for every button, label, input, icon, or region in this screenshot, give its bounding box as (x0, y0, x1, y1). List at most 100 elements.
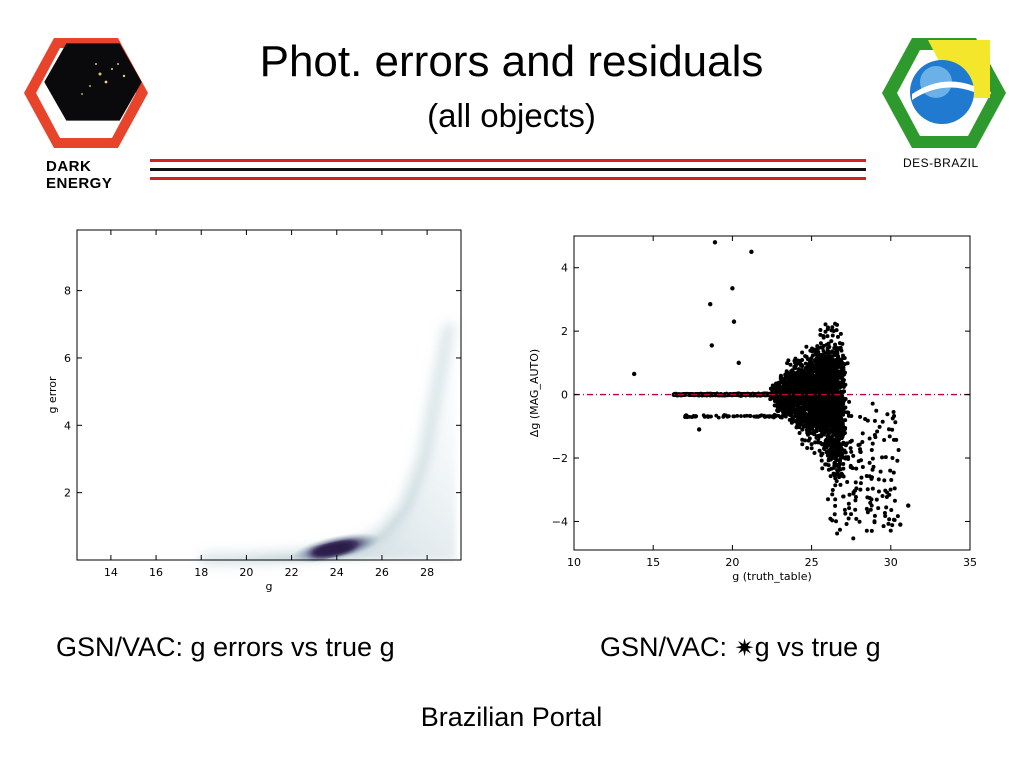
scatter-point (835, 322, 840, 327)
des-hexagon-logo (24, 38, 148, 148)
scatter-point (816, 350, 821, 355)
scatter-point (810, 386, 815, 391)
scatter-point (793, 388, 798, 393)
scatter-point (835, 421, 840, 426)
scatter-point (835, 462, 840, 467)
scatter-point (874, 497, 879, 502)
scatter-point (829, 363, 834, 368)
scatter-outlier (631, 371, 637, 377)
scatter-point (815, 367, 820, 372)
caption-left: GSN/VAC: g errors vs true g (56, 632, 395, 662)
scatter-point (840, 426, 845, 431)
scatter-point (786, 411, 791, 416)
scatter-point (832, 408, 837, 413)
scatter-point (834, 519, 839, 524)
scatter-point (880, 419, 885, 424)
scatter-point (809, 442, 814, 447)
scatter-point (727, 392, 733, 397)
scatter-point (877, 424, 882, 429)
scatter-point (808, 413, 813, 418)
scatter-point (777, 408, 782, 413)
scatter-point (854, 466, 859, 471)
x-tick-label: 20 (239, 566, 253, 579)
scatter-point (843, 418, 848, 423)
scatter-point (835, 470, 840, 475)
scatter-point (888, 468, 893, 473)
scatter-point (867, 474, 872, 479)
scatter-point (797, 430, 802, 435)
x-axis-label: g (266, 580, 273, 593)
scatter-point (851, 536, 856, 541)
scatter-point (837, 458, 842, 463)
scatter-point (846, 516, 851, 521)
scatter-point (868, 507, 873, 512)
scatter-point (814, 356, 819, 361)
scatter-point (863, 417, 868, 422)
scatter-point (864, 528, 869, 533)
scatter-point (806, 388, 811, 393)
x-tick-label: 25 (805, 556, 819, 569)
scatter-point (840, 377, 845, 382)
scatter-point (834, 366, 839, 371)
scatter-point (840, 403, 845, 408)
y-axis-label: Δg (MAG_AUTO) (528, 349, 541, 437)
scatter-point (684, 392, 689, 397)
scatter-point (808, 398, 813, 403)
des-logo-text: DARK ENERGY SURVEY (46, 158, 113, 188)
y-tick-label: −2 (552, 452, 568, 465)
scatter-point (821, 333, 826, 338)
scatter-point (809, 421, 814, 426)
scatter-point (787, 400, 792, 405)
scatter-point (859, 458, 864, 463)
footer-text: Brazilian Portal (420, 702, 603, 732)
scatter-point (809, 349, 814, 354)
scatter-point (847, 399, 852, 404)
scatter-point (832, 389, 837, 394)
scatter-point (735, 414, 740, 418)
scatter-point (881, 524, 886, 529)
scatter-point (802, 423, 807, 428)
scatter-point (824, 378, 829, 383)
scatter-point (803, 398, 808, 403)
scatter-point (796, 412, 801, 417)
scatter-point (773, 381, 778, 386)
scatter-point (820, 451, 825, 456)
scatter-point (843, 405, 848, 410)
scatter-point (776, 387, 781, 392)
scatter-point (891, 410, 896, 415)
y-tick-label: 4 (561, 262, 568, 275)
scatter-point (834, 394, 839, 399)
scatter-point (841, 356, 846, 361)
scatter-point (878, 469, 883, 474)
y-tick-label: 8 (64, 285, 71, 298)
scatter-point (793, 366, 798, 371)
scatter-point (791, 381, 796, 386)
scatter-point (856, 443, 861, 448)
scatter-point (785, 407, 790, 412)
scatter-point (824, 383, 829, 388)
scatter-point (844, 521, 849, 526)
x-tick-label: 22 (285, 566, 299, 579)
scatter-point (825, 334, 830, 339)
scatter-point (839, 442, 844, 447)
scatter-point (790, 409, 795, 414)
scatter-point (817, 353, 822, 358)
scatter-point (860, 465, 865, 470)
scatter-point (876, 489, 881, 494)
scatter-point (796, 378, 801, 383)
scatter-point (834, 479, 839, 484)
x-tick-label: 24 (330, 566, 344, 579)
scatter-point (837, 413, 842, 418)
y-axis-label: g error (46, 376, 59, 414)
scatter-point (891, 437, 896, 442)
scatter-point (790, 405, 795, 410)
scatter-point (837, 430, 842, 435)
right-plot-frame (573, 235, 971, 551)
scatter-point (800, 376, 805, 381)
scatter-point (804, 344, 809, 349)
scatter-point (876, 477, 881, 482)
x-tick-label: 28 (420, 566, 434, 579)
scatter-point (731, 414, 736, 419)
scatter-outlier (708, 301, 713, 307)
scatter-point (827, 345, 832, 350)
